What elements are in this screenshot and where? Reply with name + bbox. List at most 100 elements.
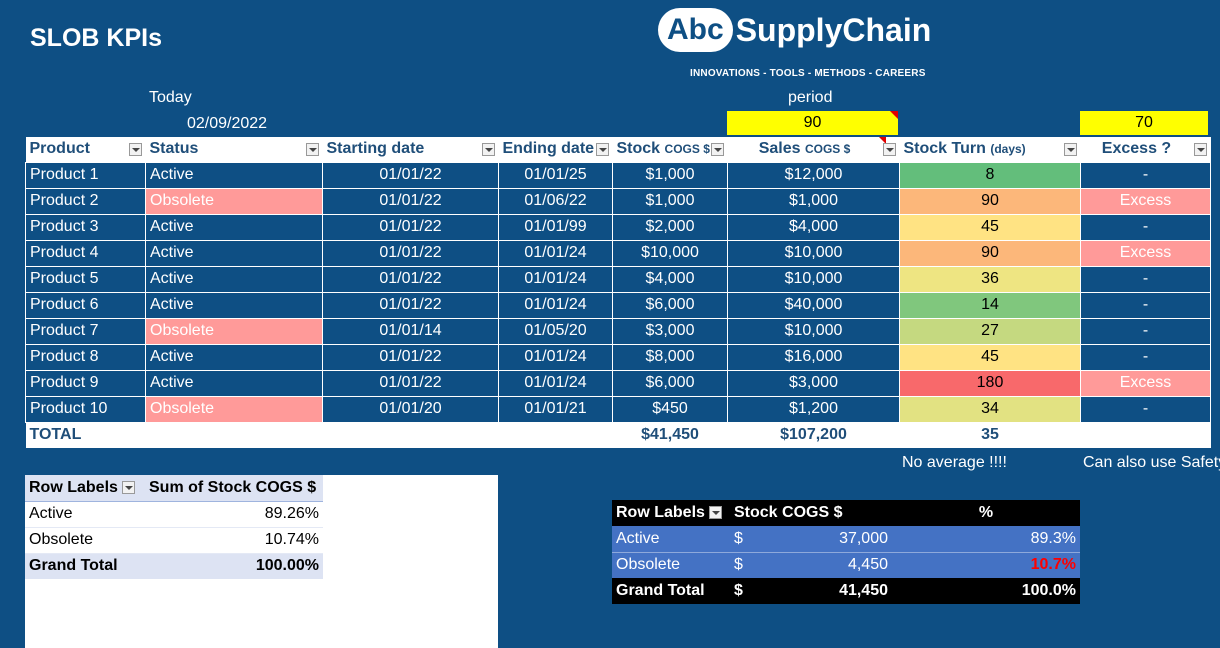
filter-dropdown-icon[interactable] [708, 506, 722, 520]
total-label[interactable]: TOTAL [25, 422, 146, 448]
status-cell[interactable]: Obsolete [145, 395, 323, 423]
stock-turn-cell[interactable]: 36 [899, 265, 1081, 293]
pivot-stock-header[interactable]: Stock COGS $ [730, 500, 892, 526]
ending-date-cell[interactable]: 01/01/24 [498, 343, 613, 371]
stock-turn-cell[interactable]: 34 [899, 395, 1081, 423]
status-cell[interactable]: Active [145, 239, 323, 267]
starting-date-cell[interactable]: 01/01/22 [322, 343, 499, 371]
ending-date-cell[interactable]: 01/01/99 [498, 213, 613, 241]
status-cell[interactable]: Active [145, 369, 323, 397]
ending-date-cell[interactable]: 01/01/24 [498, 291, 613, 319]
product-cell[interactable]: Product 7 [25, 317, 146, 345]
total-stock[interactable]: $41,450 [612, 422, 728, 448]
starting-date-cell[interactable]: 01/01/22 [322, 187, 499, 215]
filter-dropdown-icon[interactable] [1063, 143, 1077, 156]
ending-date-cell[interactable]: 01/05/20 [498, 317, 613, 345]
starting-date-cell[interactable]: 01/01/14 [322, 317, 499, 345]
starting-date-cell[interactable]: 01/01/22 [322, 239, 499, 267]
starting-date-cell[interactable]: 01/01/20 [322, 395, 499, 423]
status-cell[interactable]: Active [145, 265, 323, 293]
sales-cell[interactable]: $10,000 [727, 265, 900, 293]
comment-indicator-icon[interactable] [890, 111, 898, 119]
stock-turn-cell[interactable]: 90 [899, 239, 1081, 267]
excess-threshold-cell[interactable]: 70 [1080, 111, 1208, 135]
filter-dropdown-icon[interactable] [128, 143, 142, 156]
excess-cell[interactable]: - [1080, 291, 1211, 319]
sales-cell[interactable]: $1,200 [727, 395, 900, 423]
ending-date-cell[interactable]: 01/06/22 [498, 187, 613, 215]
stock-turn-cell[interactable]: 14 [899, 291, 1081, 319]
sales-cell[interactable]: $4,000 [727, 213, 900, 241]
product-cell[interactable]: Product 4 [25, 239, 146, 267]
excess-cell[interactable]: Excess [1080, 369, 1211, 397]
filter-dropdown-icon[interactable] [305, 143, 319, 156]
ending-date-cell[interactable]: 01/01/24 [498, 239, 613, 267]
starting-date-cell[interactable]: 01/01/22 [322, 213, 499, 241]
stock-turn-cell[interactable]: 45 [899, 343, 1081, 371]
sales-cell[interactable]: $1,000 [727, 187, 900, 215]
stock-turn-cell[interactable]: 90 [899, 187, 1081, 215]
total-sales[interactable]: $107,200 [727, 422, 900, 448]
starting-date-cell[interactable]: 01/01/22 [322, 161, 499, 189]
product-cell[interactable]: Product 2 [25, 187, 146, 215]
stock-cell[interactable]: $6,000 [612, 291, 728, 319]
pivot-pct-header[interactable]: % [892, 500, 1080, 526]
excess-cell[interactable]: - [1080, 265, 1211, 293]
stock-cell[interactable]: $450 [612, 395, 728, 423]
stock-cell[interactable]: $1,000 [612, 161, 728, 189]
product-cell[interactable]: Product 6 [25, 291, 146, 319]
stock-cell[interactable]: $8,000 [612, 343, 728, 371]
product-cell[interactable]: Product 9 [25, 369, 146, 397]
stock-cell[interactable]: $3,000 [612, 317, 728, 345]
product-cell[interactable]: Product 1 [25, 161, 146, 189]
sales-cell[interactable]: $10,000 [727, 317, 900, 345]
status-cell[interactable]: Active [145, 291, 323, 319]
highlighted-pct[interactable]: 10.7% [892, 552, 1080, 578]
stock-cell[interactable]: $2,000 [612, 213, 728, 241]
stock-cell[interactable]: $1,000 [612, 187, 728, 215]
stock-cell[interactable]: $6,000 [612, 369, 728, 397]
filter-dropdown-icon[interactable] [481, 143, 495, 156]
filter-dropdown-icon[interactable] [710, 143, 724, 156]
excess-cell[interactable]: Excess [1080, 187, 1211, 215]
filter-dropdown-icon[interactable] [595, 143, 609, 156]
status-cell[interactable]: Obsolete [145, 317, 323, 345]
product-cell[interactable]: Product 3 [25, 213, 146, 241]
stock-turn-cell[interactable]: 180 [899, 369, 1081, 397]
filter-dropdown-icon[interactable] [121, 481, 135, 495]
starting-date-cell[interactable]: 01/01/22 [322, 265, 499, 293]
stock-turn-cell[interactable]: 8 [899, 161, 1081, 189]
status-cell[interactable]: Active [145, 161, 323, 189]
ending-date-cell[interactable]: 01/01/24 [498, 265, 613, 293]
sales-cell[interactable]: $10,000 [727, 239, 900, 267]
product-cell[interactable]: Product 8 [25, 343, 146, 371]
product-cell[interactable]: Product 5 [25, 265, 146, 293]
stock-turn-cell[interactable]: 45 [899, 213, 1081, 241]
excess-cell[interactable]: - [1080, 343, 1211, 371]
sales-cell[interactable]: $40,000 [727, 291, 900, 319]
status-cell[interactable]: Active [145, 213, 323, 241]
excess-cell[interactable]: - [1080, 317, 1211, 345]
ending-date-cell[interactable]: 01/01/21 [498, 395, 613, 423]
excess-cell[interactable]: - [1080, 213, 1211, 241]
total-stock-turn[interactable]: 35 [899, 422, 1081, 448]
pivot-row-labels-header[interactable]: Row Labels [612, 500, 730, 526]
sales-cell[interactable]: $12,000 [727, 161, 900, 189]
starting-date-cell[interactable]: 01/01/22 [322, 291, 499, 319]
status-cell[interactable]: Active [145, 343, 323, 371]
ending-date-cell[interactable]: 01/01/24 [498, 369, 613, 397]
starting-date-cell[interactable]: 01/01/22 [322, 369, 499, 397]
product-cell[interactable]: Product 10 [25, 395, 146, 423]
pivot-row-labels-header[interactable]: Row Labels [25, 475, 145, 502]
stock-cell[interactable]: $10,000 [612, 239, 728, 267]
today-value-cell[interactable]: 02/09/2022 [187, 115, 268, 132]
comment-indicator-icon[interactable] [878, 137, 886, 144]
period-input-cell[interactable]: 90 [727, 111, 898, 135]
excess-cell[interactable]: - [1080, 161, 1211, 189]
stock-turn-cell[interactable]: 27 [899, 317, 1081, 345]
ending-date-cell[interactable]: 01/01/25 [498, 161, 613, 189]
excess-cell[interactable]: - [1080, 395, 1211, 423]
filter-dropdown-icon[interactable] [1193, 143, 1207, 156]
filter-dropdown-icon[interactable] [882, 143, 896, 156]
excess-cell[interactable]: Excess [1080, 239, 1211, 267]
